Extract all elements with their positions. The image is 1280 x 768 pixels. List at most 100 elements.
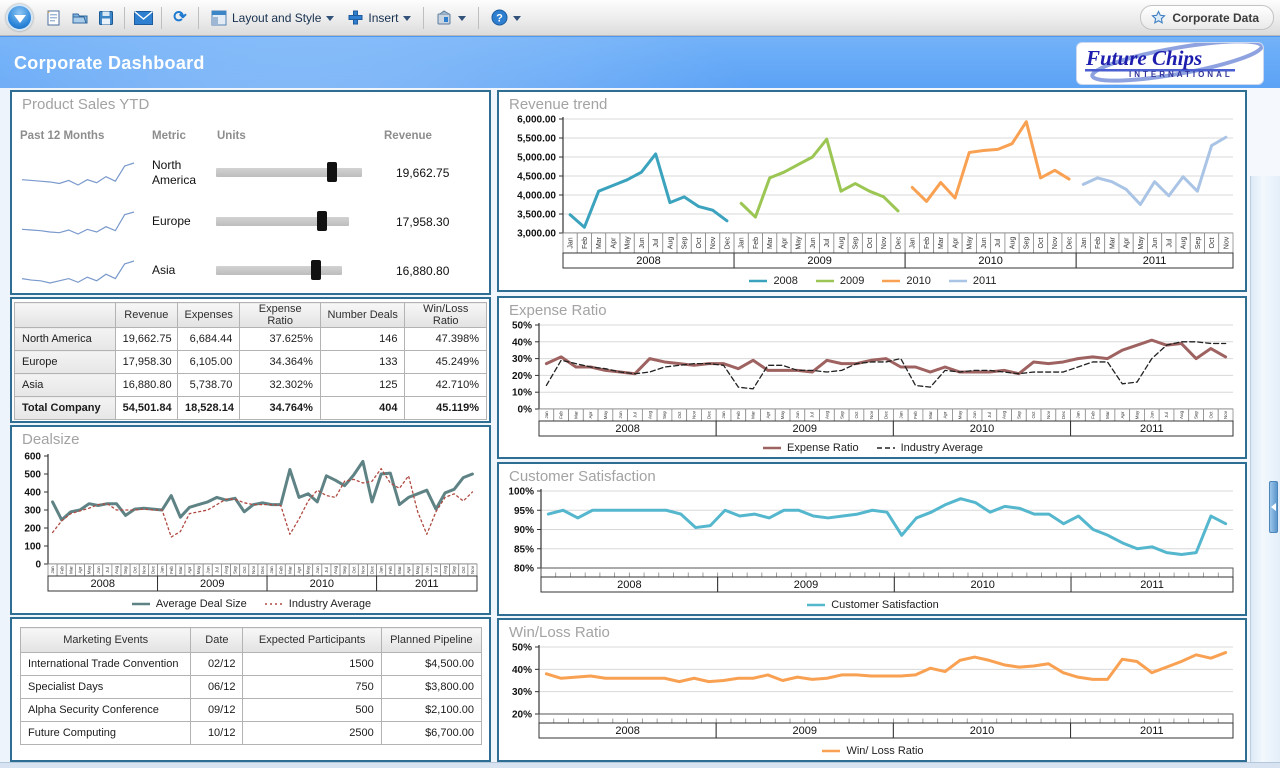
units-slider-track[interactable] xyxy=(216,217,349,226)
series-2009 xyxy=(741,139,898,217)
units-slider xyxy=(216,168,386,177)
svg-text:50%: 50% xyxy=(512,321,532,332)
revenue-trend-chart: 6,000.005,500.005,000.004,500.004,000.00… xyxy=(501,114,1241,270)
svg-text:Mar: Mar xyxy=(928,411,933,419)
svg-text:Feb: Feb xyxy=(559,411,564,419)
chevron-down-icon xyxy=(403,16,411,21)
svg-text:Apr: Apr xyxy=(297,566,302,574)
svg-text:Sep: Sep xyxy=(839,411,844,420)
toolbar-separator xyxy=(198,7,199,29)
export-menu[interactable] xyxy=(429,7,473,29)
legend-marker-icon xyxy=(130,600,152,608)
svg-text:Feb: Feb xyxy=(736,411,741,419)
corporate-data-button[interactable]: Corporate Data xyxy=(1140,5,1274,30)
table-cell: 34.764% xyxy=(240,397,321,420)
panel-title: Revenue trend xyxy=(509,96,607,113)
legend-item: 2008 xyxy=(747,275,797,287)
table-cell: 1500 xyxy=(243,653,381,676)
company-logo: Future Chips INTERNATIONAL xyxy=(1076,42,1264,85)
table-cell: 500 xyxy=(243,699,381,722)
sparkline xyxy=(18,156,146,190)
svg-text:Sep: Sep xyxy=(1016,411,1021,420)
table-row[interactable]: Asia16,880.805,738.7032.302%12542.710% xyxy=(15,374,487,397)
units-slider-track[interactable] xyxy=(216,168,362,177)
svg-text:Jun: Jun xyxy=(205,566,210,574)
svg-text:Jun: Jun xyxy=(639,237,646,248)
svg-text:2008: 2008 xyxy=(615,423,639,435)
svg-text:Jul: Jul xyxy=(434,567,439,573)
sparkline xyxy=(18,254,146,288)
svg-text:Sep: Sep xyxy=(233,566,238,575)
svg-text:Aug: Aug xyxy=(647,411,652,420)
svg-text:2011: 2011 xyxy=(1140,725,1164,737)
insert-label: Insert xyxy=(368,11,398,25)
svg-text:Apr: Apr xyxy=(610,237,617,249)
refresh-button[interactable]: ⟳ xyxy=(167,5,193,31)
units-slider-handle[interactable] xyxy=(317,211,327,231)
svg-text:Jul: Jul xyxy=(810,412,815,418)
units-slider-handle[interactable] xyxy=(327,162,337,182)
dealsize-chart: 6005004003002001000JanFebMarAprMayJunJul… xyxy=(14,451,485,593)
legend-item: Average Deal Size xyxy=(130,598,247,610)
svg-text:Feb: Feb xyxy=(924,237,931,249)
svg-text:Oct: Oct xyxy=(1208,411,1213,419)
svg-text:Feb: Feb xyxy=(278,566,283,574)
table-header-cell: Revenue xyxy=(115,303,177,328)
new-document-button[interactable] xyxy=(41,5,67,31)
layout-and-style-label: Layout and Style xyxy=(232,11,321,25)
column-header: Metric xyxy=(152,130,186,142)
column-header: Past 12 Months xyxy=(20,130,104,142)
table-cell: $6,700.00 xyxy=(381,722,481,745)
svg-text:Dec: Dec xyxy=(895,236,902,249)
svg-text:Nov: Nov xyxy=(692,410,697,419)
legend-label: Industry Average xyxy=(901,442,983,454)
table-header-row: Marketing EventsDateExpected Participant… xyxy=(21,628,482,653)
svg-text:Jan: Jan xyxy=(1081,237,1088,248)
table-row[interactable]: Total Company54,501.8418,528.1434.764%40… xyxy=(15,397,487,420)
table-cell: International Trade Convention xyxy=(21,653,191,676)
svg-text:2009: 2009 xyxy=(200,578,224,590)
envelope-icon xyxy=(134,11,153,25)
svg-text:2008: 2008 xyxy=(617,579,641,591)
svg-text:Feb: Feb xyxy=(913,411,918,419)
table-row: Specialist Days06/12750$3,800.00 xyxy=(21,676,482,699)
insert-menu[interactable]: Insert xyxy=(341,7,418,28)
svg-text:Apr: Apr xyxy=(588,411,593,419)
revenue-value: 19,662.75 xyxy=(386,166,489,180)
svg-text:Oct: Oct xyxy=(1038,238,1045,249)
collapse-panel-handle[interactable] xyxy=(1269,481,1278,533)
svg-text:Feb: Feb xyxy=(169,566,174,574)
svg-text:400: 400 xyxy=(24,488,41,499)
save-button[interactable] xyxy=(93,5,119,31)
svg-text:Jan: Jan xyxy=(721,411,726,419)
svg-text:4,500.00: 4,500.00 xyxy=(517,172,556,183)
app-menu-button[interactable] xyxy=(6,4,33,31)
open-button[interactable] xyxy=(67,5,93,31)
table-cell: 47.398% xyxy=(405,328,487,351)
sparkline-canvas xyxy=(18,205,138,239)
svg-text:Aug: Aug xyxy=(667,237,674,250)
svg-text:Jan: Jan xyxy=(379,566,384,574)
dealsize-legend: Average Deal SizeIndustry Average xyxy=(12,595,489,612)
units-slider-track[interactable] xyxy=(216,266,342,275)
help-menu[interactable]: ? xyxy=(484,6,528,29)
svg-text:Feb: Feb xyxy=(1090,411,1095,419)
svg-text:Feb: Feb xyxy=(753,237,760,249)
svg-text:May: May xyxy=(625,236,632,250)
svg-text:Oct: Oct xyxy=(351,566,356,574)
logo-text-bottom: INTERNATIONAL xyxy=(1129,70,1233,79)
svg-text:2009: 2009 xyxy=(807,255,831,267)
layout-and-style-menu[interactable]: Layout and Style xyxy=(204,7,341,29)
legend-label: Average Deal Size xyxy=(156,598,247,610)
svg-text:Feb: Feb xyxy=(388,566,393,574)
svg-text:Jun: Jun xyxy=(618,411,623,419)
table-row[interactable]: North America19,662.756,684.4437.625%146… xyxy=(15,328,487,351)
legend-item: Customer Satisfaction xyxy=(805,599,939,611)
email-button[interactable] xyxy=(130,5,156,31)
svg-text:5,500.00: 5,500.00 xyxy=(517,134,556,145)
table-cell: Specialist Days xyxy=(21,676,191,699)
svg-text:May: May xyxy=(1135,410,1140,419)
svg-text:Mar: Mar xyxy=(596,236,603,249)
table-row[interactable]: Europe17,958.306,105.0034.364%13345.249% xyxy=(15,351,487,374)
units-slider-handle[interactable] xyxy=(311,260,321,280)
